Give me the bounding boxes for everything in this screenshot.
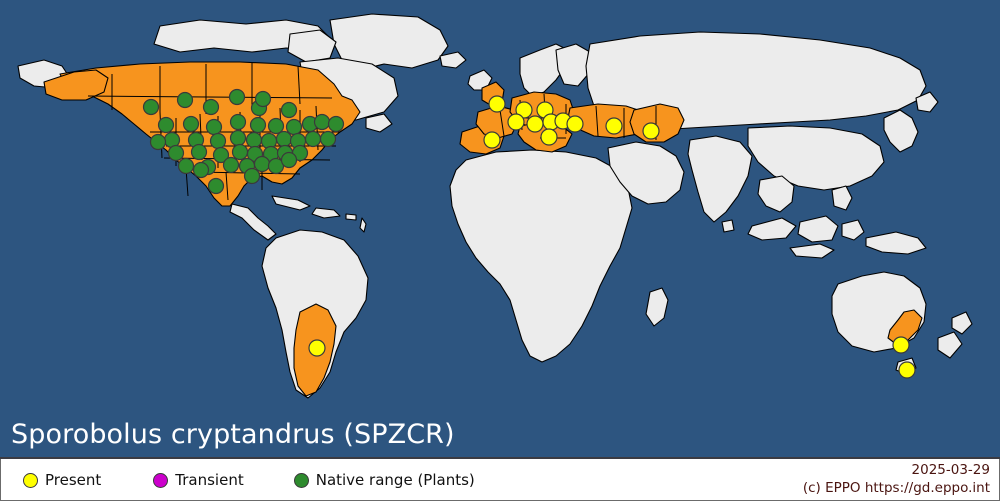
japan-north [915, 91, 939, 113]
world-map[interactable] [0, 0, 1000, 412]
native-range-marker[interactable] [205, 118, 223, 136]
iceland [439, 51, 467, 69]
map-date: 2025-03-29 [911, 462, 990, 478]
native-range-marker[interactable] [267, 117, 285, 135]
greenland [329, 13, 449, 71]
native-range-marker[interactable] [229, 113, 247, 131]
new-guinea [865, 231, 927, 255]
sri-lanka [721, 219, 735, 233]
middle-east [607, 141, 685, 205]
legend-item-transient[interactable]: Transient [153, 471, 244, 489]
native-range-marker[interactable] [243, 167, 261, 185]
borneo [797, 215, 839, 243]
native-range-marker[interactable] [167, 144, 185, 162]
present-marker[interactable] [308, 339, 326, 357]
legend-label-transient: Transient [175, 471, 244, 489]
south-asia [687, 135, 753, 223]
philippines [831, 185, 853, 211]
native-range-marker[interactable] [275, 130, 293, 148]
copyright-link[interactable]: (c) EPPO https://gd.eppo.int [802, 480, 990, 497]
indonesia-sumatra [747, 217, 797, 241]
newfoundland [365, 113, 393, 133]
new-zealand-north [951, 311, 973, 335]
present-markers[interactable] [308, 95, 916, 379]
native-range-marker[interactable] [209, 132, 227, 150]
native-range-marker[interactable] [280, 101, 298, 119]
indonesia-java [789, 243, 835, 259]
native-range-marker[interactable] [157, 116, 175, 134]
puerto-rico [345, 213, 357, 221]
present-marker[interactable] [515, 101, 533, 119]
legend-items: Present Transient Native range (Plants) [1, 459, 475, 501]
present-marker[interactable] [540, 128, 558, 146]
cuba [271, 195, 311, 211]
present-marker[interactable] [507, 113, 525, 131]
present-marker[interactable] [488, 95, 506, 113]
present-marker[interactable] [642, 122, 660, 140]
native-range-marker[interactable] [142, 98, 160, 116]
hispaniola [311, 207, 341, 219]
present-marker[interactable] [892, 336, 910, 354]
native-range-marker[interactable] [253, 155, 271, 173]
present-marker[interactable] [898, 361, 916, 379]
native-range-marker[interactable] [267, 157, 285, 175]
native-range-marker[interactable] [249, 116, 267, 134]
baffin-island [287, 29, 337, 63]
new-zealand-south [937, 331, 963, 359]
native-range-marker[interactable] [254, 90, 272, 108]
finland [555, 43, 591, 87]
native-range-marker[interactable] [207, 177, 225, 195]
scandinavia [519, 43, 569, 97]
circle-marker-icon-present [23, 472, 38, 488]
native-range-marker[interactable] [327, 115, 345, 133]
legend-item-present[interactable]: Present [23, 471, 101, 489]
native-range-marker[interactable] [280, 151, 298, 169]
legend-label-native-range: Native range (Plants) [315, 471, 475, 489]
native-range-marker[interactable] [319, 130, 337, 148]
native-range-marker[interactable] [231, 143, 249, 161]
present-marker[interactable] [605, 117, 623, 135]
native-range-marker[interactable] [192, 161, 210, 179]
present-marker[interactable] [483, 131, 501, 149]
native-range-marker[interactable] [222, 156, 240, 174]
highlight-new-south-wales [887, 309, 923, 345]
native-range-markers[interactable] [142, 88, 345, 195]
map-title-bar: Sporobolus cryptandrus (SPZCR) [0, 412, 1000, 459]
native-range-marker[interactable] [149, 133, 167, 151]
circle-marker-icon-native [293, 472, 309, 488]
native-range-marker[interactable] [176, 91, 194, 109]
native-range-marker[interactable] [202, 98, 220, 116]
native-range-marker[interactable] [177, 157, 195, 175]
present-marker[interactable] [566, 115, 584, 133]
indochina [757, 175, 795, 213]
east-asia [747, 125, 885, 191]
native-range-marker[interactable] [212, 146, 230, 164]
native-range-marker[interactable] [304, 130, 322, 148]
native-range-marker[interactable] [313, 113, 331, 131]
legend-item-native-range[interactable]: Native range (Plants) [293, 471, 475, 489]
madagascar [645, 287, 669, 327]
legend: Present Transient Native range (Plants) … [0, 459, 1000, 501]
circle-marker-icon-transient [153, 472, 169, 488]
sulawesi [841, 219, 865, 241]
native-range-marker[interactable] [228, 88, 246, 106]
korea-japan [883, 109, 919, 153]
legend-label-present: Present [45, 471, 102, 489]
page-title: Sporobolus cryptandrus (SPZCR) [11, 419, 455, 450]
present-marker[interactable] [526, 115, 544, 133]
native-range-marker[interactable] [229, 129, 247, 147]
native-range-marker[interactable] [190, 143, 208, 161]
native-range-marker[interactable] [182, 115, 200, 133]
lesser-antilles [359, 217, 367, 233]
native-range-marker[interactable] [245, 131, 263, 149]
credits: 2025-03-29 (c) EPPO https://gd.eppo.int [803, 461, 990, 497]
highlight-alaska [43, 69, 109, 101]
central-america [229, 203, 277, 241]
native-range-marker[interactable] [285, 118, 303, 136]
